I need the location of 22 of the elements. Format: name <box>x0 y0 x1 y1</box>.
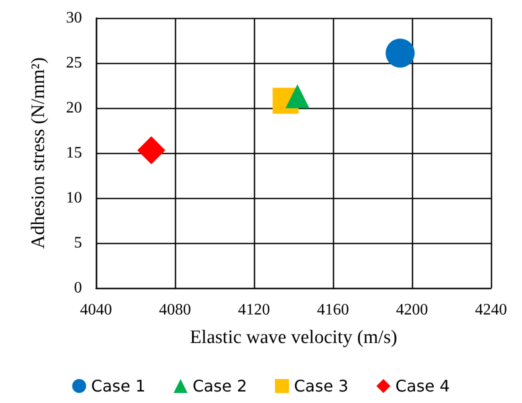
y-tick-label: 25 <box>66 54 82 72</box>
y-axis-title: Adhesion stress (N/mm²) <box>28 57 49 249</box>
x-axis-title: Elastic wave velocity (m/s) <box>190 327 398 348</box>
x-tick-label: 4240 <box>475 302 507 318</box>
point <box>137 136 166 164</box>
legend-label: Case 1 <box>91 376 146 396</box>
y-tick-label: 10 <box>66 190 82 206</box>
x-tick-label: 4160 <box>317 302 349 318</box>
legend-label: Case 3 <box>294 376 348 396</box>
x-tick-label: 4120 <box>238 302 270 318</box>
x-tick-label: 4200 <box>396 302 428 318</box>
y-tick-label: 5 <box>74 234 82 252</box>
legend-label: Case 4 <box>395 376 450 396</box>
y-tick-label: 30 <box>66 10 82 26</box>
x-tick-label: 4080 <box>159 302 191 318</box>
y-tick-label: 0 <box>74 280 82 296</box>
legend-label: Case 2 <box>192 376 247 396</box>
y-tick-label: 15 <box>66 144 82 162</box>
x-tick-label: 4040 <box>80 302 112 318</box>
y-tick-label: 20 <box>66 100 82 116</box>
point <box>386 38 415 68</box>
point <box>285 84 310 108</box>
